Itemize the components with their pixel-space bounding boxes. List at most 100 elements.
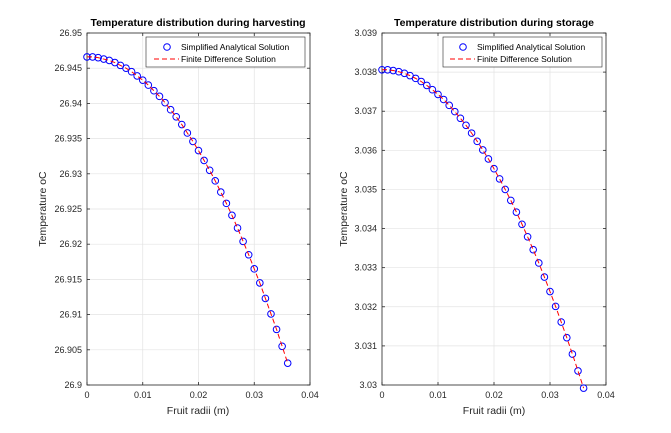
- storage-analytical-point: [540, 273, 549, 281]
- storage-analytical-point: [439, 95, 448, 104]
- harvesting-analytical-point: [194, 146, 203, 155]
- harvesting-analytical-point: [155, 92, 164, 101]
- harvesting-analytical-point: [122, 64, 130, 72]
- storage-legend-box: [442, 36, 603, 68]
- harvesting-analytical-point: [189, 137, 197, 146]
- storage-analytical-point: [484, 155, 493, 163]
- storage-analytical-point: [574, 367, 582, 375]
- storage-analytical-point: [479, 146, 487, 154]
- harvesting-analytical-point: [183, 129, 192, 137]
- harvesting-y-tick-label: 26.9: [64, 380, 82, 390]
- harvesting-y-tick-label: 26.95: [59, 28, 82, 38]
- storage-analytical-point: [501, 185, 510, 194]
- storage-y-tick-label: 3.039: [354, 28, 377, 38]
- storage-analytical-point: [445, 101, 454, 110]
- harvesting-chart: Temperature distribution during harvesti…: [37, 17, 319, 417]
- harvesting-x-tick-label: 0.01: [134, 390, 152, 400]
- harvesting-analytical-point: [205, 166, 214, 175]
- harvesting-x-tick-label: 0.03: [245, 390, 263, 400]
- storage-analytical-point: [395, 67, 403, 76]
- harvesting-analytical-point: [94, 53, 102, 62]
- storage-analytical-point: [467, 129, 476, 137]
- storage-analytical-point: [495, 175, 504, 183]
- storage-analytical-point: [428, 85, 437, 94]
- harvesting-analytical-point: [99, 55, 108, 63]
- storage-y-tick-label: 3.031: [354, 341, 377, 351]
- storage-x-tick-label: 0.01: [429, 390, 447, 400]
- storage-analytical-point: [523, 232, 532, 241]
- harvesting-x-axis-label: Fruit radii (m): [167, 405, 229, 417]
- harvesting-analytical-point: [239, 237, 247, 246]
- storage-analytical-point: [518, 220, 526, 229]
- storage-analytical-point: [456, 114, 465, 123]
- storage-x-tick-label: 0.02: [485, 390, 503, 400]
- harvesting-analytical-point: [144, 81, 153, 89]
- storage-analytical-point: [490, 164, 498, 173]
- storage-legend-marker-analytical: [459, 43, 467, 51]
- storage-chart: Temperature distribution during storage …: [338, 17, 615, 417]
- harvesting-y-tick-label: 26.91: [59, 310, 82, 320]
- harvesting-analytical-point: [211, 177, 220, 185]
- storage-y-tick-label: 3.035: [354, 184, 377, 194]
- storage-x-tick-label: 0: [379, 390, 384, 400]
- harvesting-finite-difference-line: [87, 56, 289, 364]
- storage-y-tick-label: 3.037: [354, 106, 377, 116]
- storage-analytical-point: [568, 350, 577, 358]
- harvesting-y-tick-label: 26.925: [54, 204, 82, 214]
- storage-y-axis-label: Temperature oC: [338, 171, 350, 247]
- storage-legend-label-finite-difference: Finite Difference Solution: [477, 54, 572, 64]
- harvesting-analytical-point: [217, 188, 225, 196]
- harvesting-y-tick-label: 26.94: [59, 98, 82, 108]
- storage-legend-label-analytical: Simplified Analytical Solution: [477, 42, 585, 52]
- storage-analytical-point: [451, 107, 459, 116]
- harvesting-analytical-point: [222, 199, 231, 208]
- harvesting-y-tick-label: 26.915: [54, 274, 82, 284]
- storage-y-tick-label: 3.032: [354, 302, 377, 312]
- storage-analytical-point: [507, 196, 515, 205]
- storage-chart-title: Temperature distribution during storage: [394, 17, 594, 29]
- harvesting-analytical-point: [267, 310, 275, 318]
- harvesting-analytical-point: [250, 265, 259, 273]
- storage-x-axis-label: Fruit radii (m): [463, 405, 525, 417]
- harvesting-y-tick-label: 26.945: [54, 63, 82, 73]
- harvesting-y-tick-label: 26.905: [54, 345, 82, 355]
- harvesting-analytical-point: [278, 342, 286, 351]
- harvesting-legend-label-analytical: Simplified Analytical Solution: [181, 42, 289, 52]
- storage-analytical-point: [389, 66, 398, 75]
- storage-analytical-point: [546, 287, 554, 296]
- harvesting-analytical-point: [200, 156, 208, 165]
- storage-x-tick-label: 0.04: [597, 390, 615, 400]
- harvesting-legend-marker-analytical: [163, 43, 171, 51]
- harvesting-analytical-point: [127, 67, 136, 76]
- harvesting-analytical-point: [138, 76, 147, 84]
- storage-legend: Simplified Analytical Solution Finite Di…: [442, 36, 603, 68]
- storage-analytical-point: [563, 333, 571, 342]
- harvesting-analytical-point: [256, 279, 264, 287]
- harvesting-analytical-point: [150, 86, 158, 95]
- harvesting-analytical-point: [272, 325, 281, 334]
- storage-analytical-point: [535, 259, 543, 267]
- harvesting-analytical-point: [283, 359, 292, 367]
- storage-analytical-point: [557, 318, 566, 326]
- harvesting-analytical-point: [261, 294, 270, 303]
- harvesting-analytical-point: [172, 112, 180, 121]
- storage-analytical-point: [434, 90, 442, 99]
- harvesting-legend-box: [145, 36, 306, 68]
- harvesting-analytical-point: [177, 120, 186, 129]
- harvesting-x-tick-label: 0.02: [190, 390, 208, 400]
- harvesting-y-tick-label: 26.935: [54, 134, 82, 144]
- harvesting-chart-title: Temperature distribution during harvesti…: [90, 17, 305, 29]
- storage-y-tick-label: 3.036: [354, 145, 377, 155]
- storage-y-tick-label: 3.03: [359, 380, 377, 390]
- storage-analytical-point: [423, 81, 431, 90]
- harvesting-analytical-point: [133, 72, 141, 80]
- harvesting-analytical-point: [244, 250, 253, 259]
- harvesting-y-tick-label: 26.93: [59, 169, 82, 179]
- storage-y-tick-label: 3.033: [354, 263, 377, 273]
- harvesting-x-tick-label: 0: [84, 390, 89, 400]
- storage-analytical-point: [411, 74, 420, 83]
- storage-analytical-point: [551, 302, 560, 311]
- storage-analytical-point: [512, 208, 521, 216]
- harvesting-y-axis-label: Temperature oC: [37, 171, 49, 247]
